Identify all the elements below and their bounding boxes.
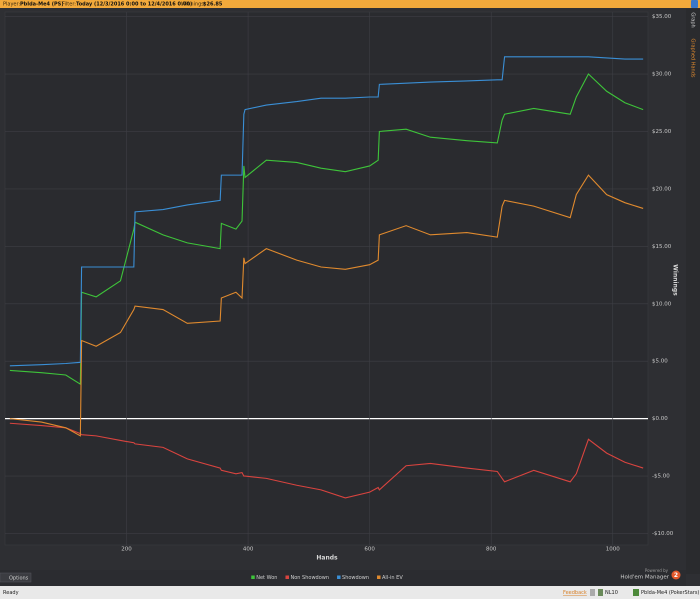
legend-label: Showdown bbox=[342, 575, 369, 581]
bottom-bar bbox=[0, 570, 686, 586]
x-tick-label: 400 bbox=[243, 547, 254, 553]
y-tick-label: -$5.00 bbox=[652, 474, 670, 480]
y-tick-label: $0.00 bbox=[652, 416, 668, 422]
y-tick-label: $5.00 bbox=[652, 359, 668, 365]
x-tick-label: 800 bbox=[486, 547, 497, 553]
x-tick-label: 600 bbox=[364, 547, 375, 553]
stakes: NL10 bbox=[605, 590, 618, 596]
player-label: Player: bbox=[3, 2, 20, 8]
y-tick-label: $10.00 bbox=[652, 301, 672, 307]
x-tick-label: 1000 bbox=[606, 547, 620, 553]
legend-label: All-in EV bbox=[382, 575, 403, 581]
tab-graph[interactable]: Graph bbox=[690, 12, 696, 27]
series-line bbox=[9, 56, 644, 367]
filter: Today (12/3/2016 0:00 to 12/4/2016 0:00) bbox=[76, 2, 192, 8]
legend: Net Won Non Showdown Showdown All-in EV bbox=[251, 575, 403, 581]
series-line bbox=[9, 174, 644, 437]
y-tick-label: $15.00 bbox=[652, 244, 672, 250]
y-tick-label: -$10.00 bbox=[652, 531, 674, 537]
tick-labels: $35.00 $30.00 $25.00 $20.00 $15.00 $10.00 $5.0… bbox=[121, 14, 673, 552]
legend-swatch bbox=[251, 575, 255, 579]
legend-swatch bbox=[285, 575, 289, 579]
status-text: Ready bbox=[3, 590, 19, 596]
y-tick-label: $20.00 bbox=[652, 186, 672, 192]
grid bbox=[5, 12, 648, 545]
header-bar bbox=[0, 0, 700, 8]
account: PbIda-Me4 (PokerStars) bbox=[641, 590, 699, 596]
tab-graphed-hands[interactable]: Graphed Hands bbox=[690, 39, 696, 78]
winnings: $26.85 bbox=[203, 2, 223, 8]
plot-area bbox=[4, 11, 649, 546]
legend-label: Non Showdown bbox=[290, 575, 329, 581]
brand-badge bbox=[671, 570, 681, 580]
legend-swatch bbox=[337, 575, 341, 579]
winnings-label: Winnings: bbox=[181, 2, 206, 8]
help-icon[interactable] bbox=[691, 0, 698, 8]
brand-badge-text: 2 bbox=[674, 572, 678, 579]
y-tick-label: $35.00 bbox=[652, 14, 672, 20]
x-axis-label: Hands bbox=[316, 555, 338, 562]
options-label[interactable]: Options bbox=[9, 576, 29, 582]
series-lines bbox=[9, 56, 644, 499]
y-tick-label: $25.00 bbox=[652, 129, 672, 135]
side-tab-strip bbox=[686, 9, 700, 574]
series-line bbox=[9, 73, 644, 386]
series-line bbox=[9, 422, 644, 499]
legend-label: Net Won bbox=[256, 575, 277, 581]
product-name: Hold'em Manager bbox=[620, 575, 669, 581]
feedback-link[interactable]: Feedback bbox=[563, 590, 587, 596]
x-tick-label: 200 bbox=[121, 547, 132, 553]
options-button[interactable] bbox=[0, 572, 32, 583]
powered-by: Powered by bbox=[645, 568, 669, 573]
status-icon bbox=[590, 589, 595, 596]
y-tick-label: $30.00 bbox=[652, 72, 672, 78]
stakes-icon bbox=[598, 589, 603, 596]
legend-swatch bbox=[377, 575, 381, 579]
y-axis-label: Winnings bbox=[672, 264, 679, 296]
account-icon bbox=[633, 589, 639, 596]
filter-label: Filter: bbox=[62, 2, 76, 8]
player: PbIda-Me4 (PS) bbox=[20, 2, 64, 8]
status-bar bbox=[0, 586, 700, 599]
